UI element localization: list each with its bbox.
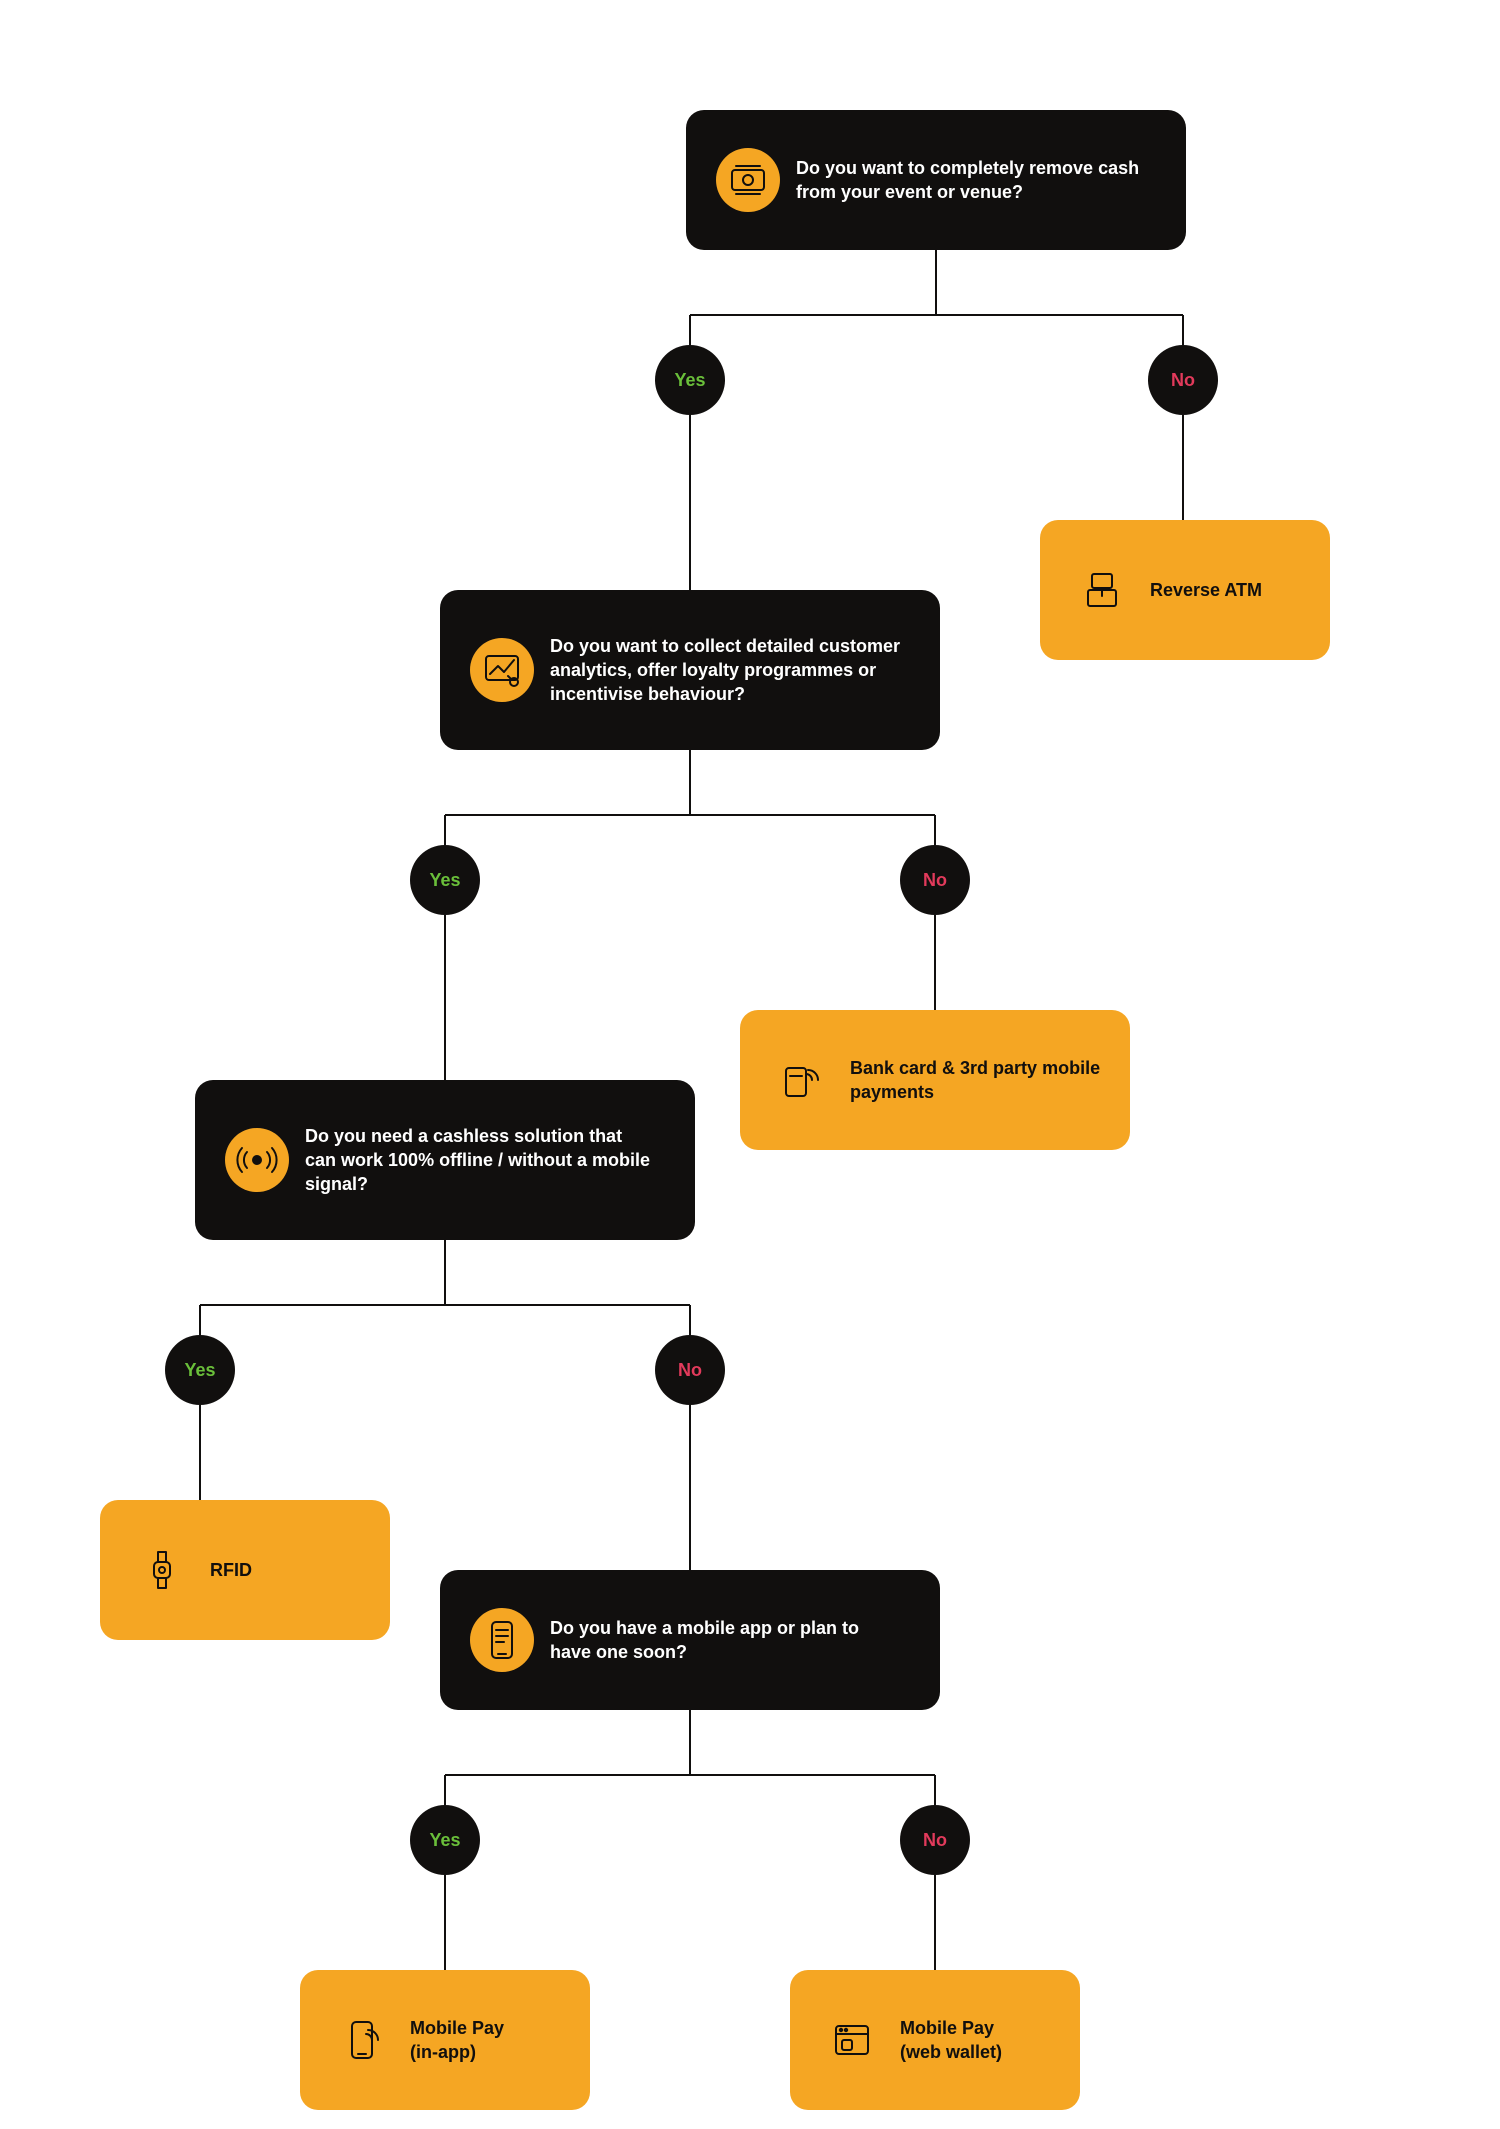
branch-no-q2no: No	[900, 845, 970, 915]
flowchart-canvas: Do you want to completely remove cash fr…	[0, 0, 1500, 2129]
branch-no-q1no: No	[1148, 345, 1218, 415]
branch-no-q3no: No	[655, 1335, 725, 1405]
result-node-r_app: Mobile Pay (in-app)	[300, 1970, 590, 2110]
result-text: Bank card & 3rd party mobile payments	[850, 1010, 1120, 1150]
no-label: No	[678, 1360, 702, 1380]
result-node-r_web: Mobile Pay (web wallet)	[790, 1970, 1080, 2110]
branch-yes-q2yes: Yes	[410, 845, 480, 915]
branch-no-q4no: No	[900, 1805, 970, 1875]
question-node-q2: Do you want to collect detailed customer…	[440, 590, 940, 750]
result-node-r_rfid: RFID	[100, 1500, 390, 1640]
result-text: Mobile Pay (web wallet)	[900, 1970, 1070, 2110]
yes-label: Yes	[184, 1360, 215, 1380]
question-node-q1: Do you want to completely remove cash fr…	[686, 110, 1186, 250]
result-text: Reverse ATM	[1150, 520, 1320, 660]
yes-label: Yes	[429, 870, 460, 890]
no-label: No	[1171, 370, 1195, 390]
result-text: Mobile Pay (in-app)	[410, 1970, 580, 2110]
question-text: Do you want to completely remove cash fr…	[796, 110, 1166, 250]
branch-yes-q1yes: Yes	[655, 345, 725, 415]
branch-yes-q4yes: Yes	[410, 1805, 480, 1875]
result-node-r_atm: Reverse ATM	[1040, 520, 1330, 660]
yes-label: Yes	[674, 370, 705, 390]
result-node-r_card: Bank card & 3rd party mobile payments	[740, 1010, 1130, 1150]
question-text: Do you have a mobile app or plan to have…	[550, 1570, 920, 1710]
result-text: RFID	[210, 1500, 380, 1640]
no-label: No	[923, 1830, 947, 1850]
question-text: Do you need a cashless solution that can…	[305, 1080, 675, 1240]
question-node-q4: Do you have a mobile app or plan to have…	[440, 1570, 940, 1710]
question-text: Do you want to collect detailed customer…	[550, 590, 920, 750]
yes-label: Yes	[429, 1830, 460, 1850]
no-label: No	[923, 870, 947, 890]
branch-yes-q3yes: Yes	[165, 1335, 235, 1405]
